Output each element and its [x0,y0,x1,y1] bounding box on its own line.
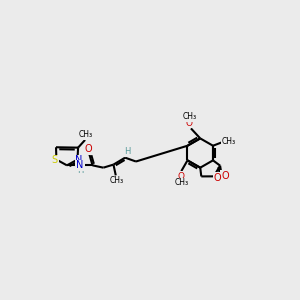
Text: O: O [85,144,92,154]
Text: N: N [76,160,84,170]
Text: CH₃: CH₃ [221,137,236,146]
Text: CH₃: CH₃ [79,130,93,139]
Text: CH₃: CH₃ [182,112,197,122]
Text: CH₃: CH₃ [110,176,124,185]
Text: O: O [214,173,221,183]
Text: N: N [75,155,83,165]
Text: O: O [186,118,193,127]
Text: H: H [77,166,83,175]
Text: H: H [124,147,130,156]
Text: O: O [178,172,185,181]
Text: S: S [52,155,58,165]
Text: O: O [221,171,229,181]
Text: CH₃: CH₃ [174,178,188,187]
